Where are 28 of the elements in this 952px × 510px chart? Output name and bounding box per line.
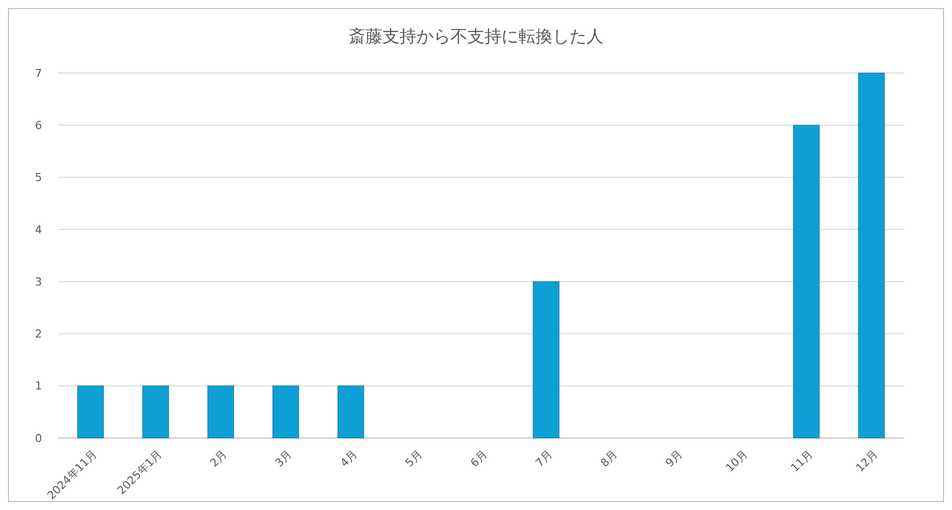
y-tick-label: 3	[35, 275, 42, 288]
chart-title: 斎藤支持から不支持に転換した人	[348, 27, 604, 47]
x-tick-label: 7月	[533, 448, 555, 470]
bar	[338, 386, 364, 438]
bar	[272, 386, 300, 438]
x-tick-label: 4月	[338, 448, 360, 470]
bar	[207, 386, 234, 438]
bar	[142, 386, 169, 438]
x-tick-label: 3月	[272, 448, 295, 470]
y-tick-label: 6	[35, 118, 42, 132]
x-tick-label: 9月	[663, 448, 686, 470]
x-tick-label: 6月	[468, 448, 490, 470]
x-tick-label: 11月	[788, 448, 816, 475]
bar	[793, 124, 820, 438]
y-tick-label: 0	[35, 432, 42, 445]
y-tick-label: 1	[35, 380, 42, 393]
y-tick-label: 4	[35, 223, 42, 236]
y-tick-label: 7	[35, 66, 42, 80]
bar	[77, 386, 104, 438]
x-tick-label: 8月	[598, 448, 620, 470]
bar	[532, 281, 560, 438]
x-tick-label: 5月	[402, 448, 425, 470]
y-tick-label: 5	[35, 171, 42, 184]
y-tick-label: 2	[35, 328, 42, 341]
bar	[858, 72, 885, 438]
x-tick-label: 10月	[723, 448, 750, 475]
x-tick-label: 12月	[853, 448, 880, 475]
x-tick-label: 2月	[208, 448, 230, 470]
